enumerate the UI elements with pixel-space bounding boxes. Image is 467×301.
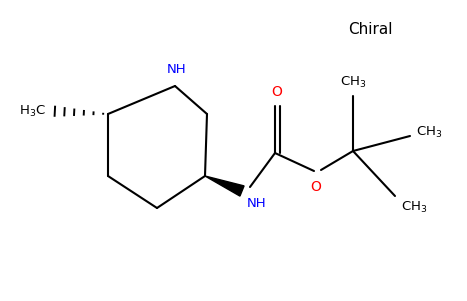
Text: CH$_3$: CH$_3$	[340, 75, 366, 90]
Text: H$_3$C: H$_3$C	[19, 104, 46, 119]
Text: CH$_3$: CH$_3$	[401, 200, 427, 215]
Text: CH$_3$: CH$_3$	[416, 124, 442, 140]
Text: NH: NH	[247, 197, 267, 210]
Text: NH: NH	[167, 63, 187, 76]
Text: O: O	[272, 85, 283, 99]
Text: O: O	[311, 180, 321, 194]
Polygon shape	[205, 176, 244, 196]
Text: Chiral: Chiral	[348, 21, 392, 36]
